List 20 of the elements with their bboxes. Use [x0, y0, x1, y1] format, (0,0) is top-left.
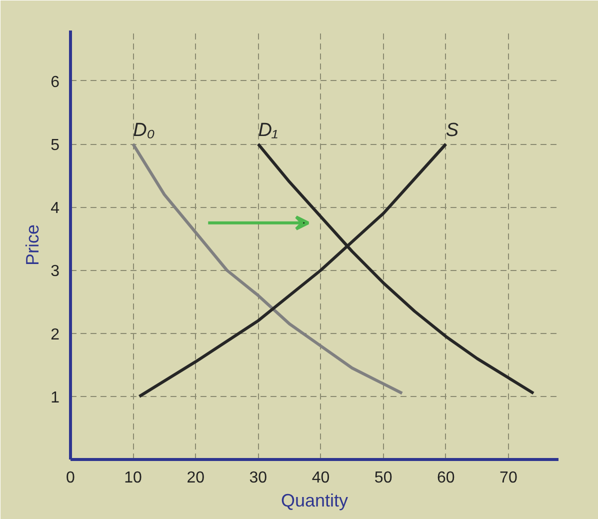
line-series: [132, 142, 404, 395]
series-label: S: [446, 120, 459, 141]
y-tick-label: 4: [50, 200, 60, 218]
y-tick-label: 5: [50, 137, 60, 154]
y-tick-label: 2: [50, 326, 60, 344]
y-axis-title: Price: [22, 224, 43, 266]
x-tick-label: 40: [312, 470, 330, 486]
y-tick-label: 6: [50, 74, 60, 91]
x-tick-label: 10: [124, 470, 142, 486]
x-tick-label: 50: [374, 470, 392, 486]
x-tick-label: 30: [249, 470, 268, 486]
y-tick-label: 3: [50, 263, 60, 280]
x-tick-label: 60: [436, 470, 455, 486]
x-axis-title: Quantity: [280, 490, 348, 510]
series-label: D₁: [258, 120, 278, 141]
x-tick-label: 0: [66, 470, 76, 486]
y-tick-label: 1: [50, 389, 60, 406]
series-label: D₀: [133, 120, 155, 141]
x-tick-label: 70: [500, 470, 518, 486]
x-tick-label: 20: [186, 470, 205, 486]
